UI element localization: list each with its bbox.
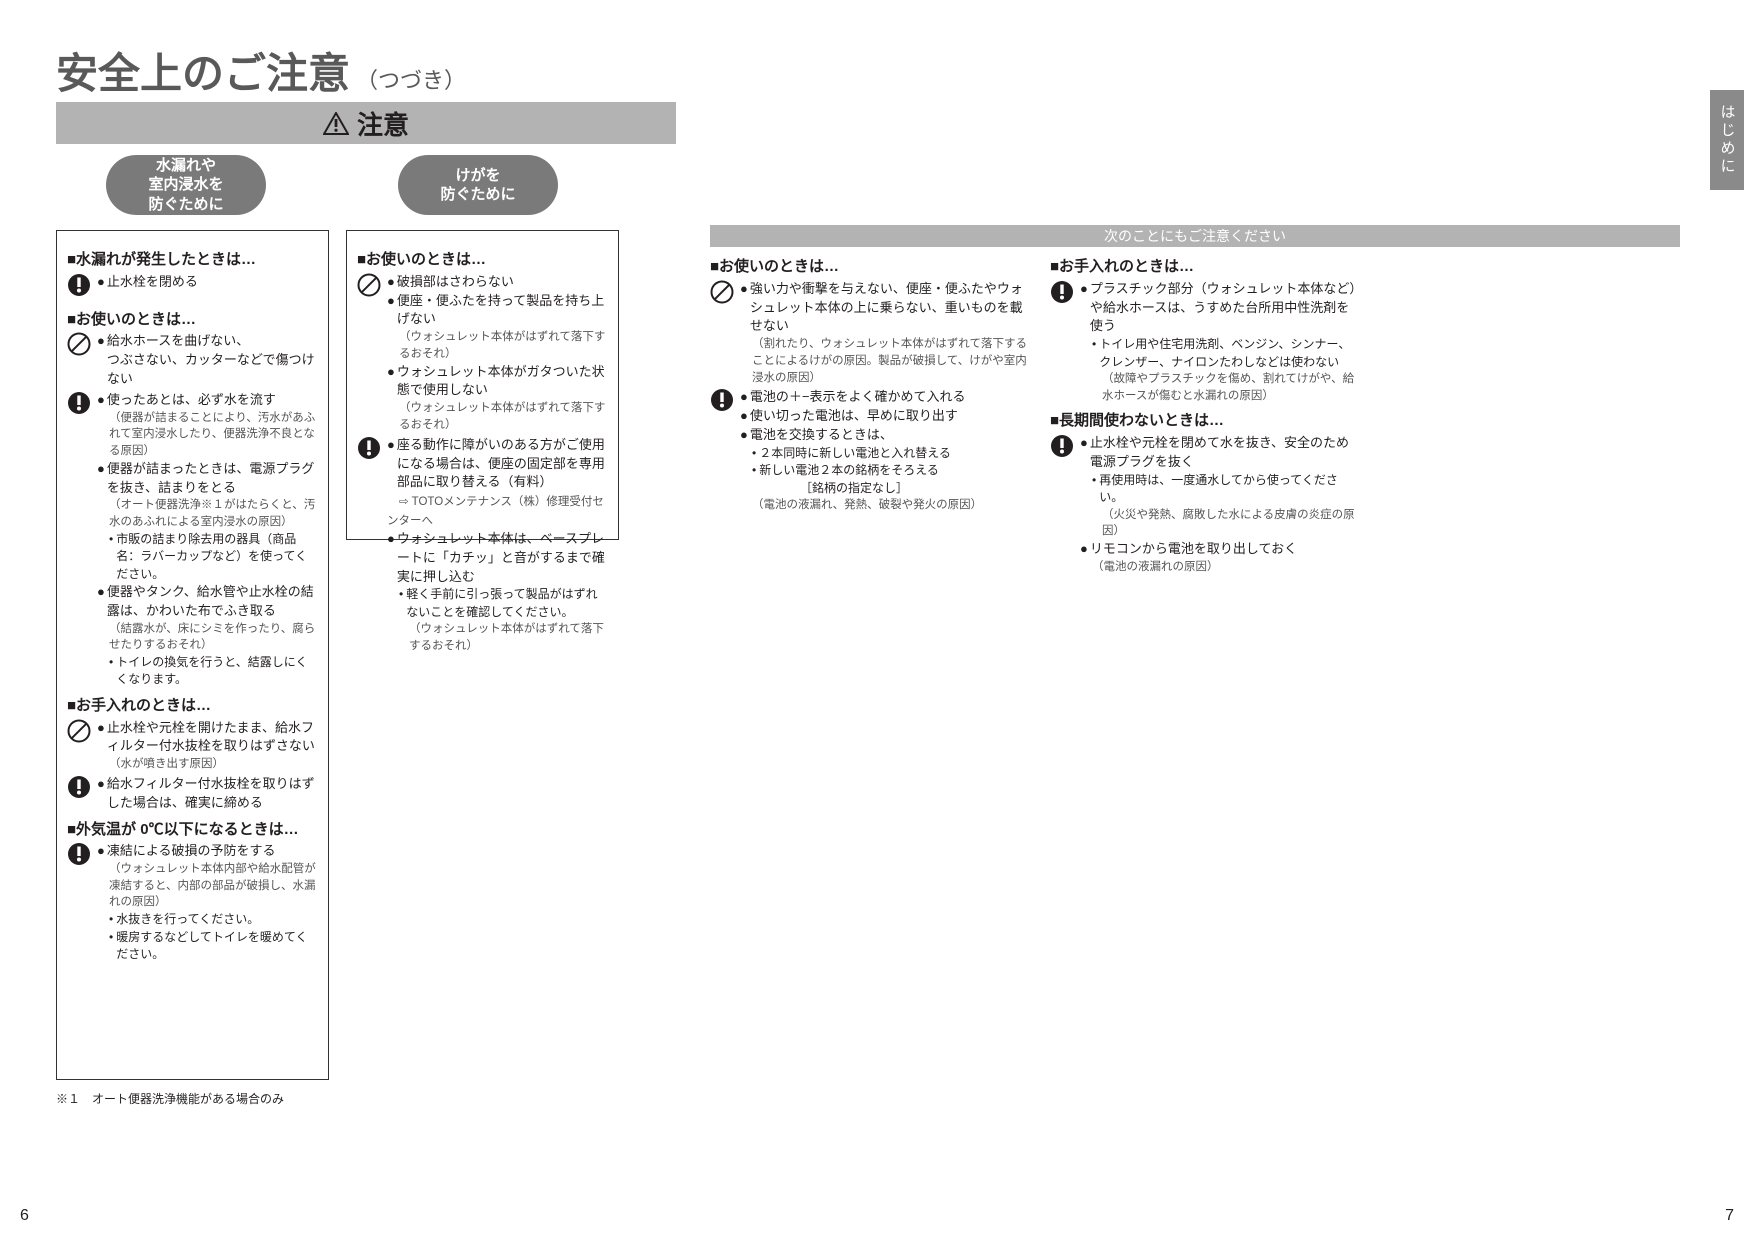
- sub-text: 市販の詰まり除去用の器具（商品名：ラバーカップなど）を使ってください。: [116, 531, 318, 583]
- paren-text: （ウォシュレット本体内部や給水配管が凍結すると、内部の部品が破損し、水漏れの原因…: [97, 861, 318, 911]
- warning-triangle-icon: [323, 112, 349, 135]
- tab-label: はじめに: [1717, 104, 1738, 176]
- item-text: 使ったあとは、必ず水を流す: [107, 391, 276, 410]
- section-heading: ■水漏れが発生したときは…: [67, 249, 318, 271]
- additional-caution-banner: 次のことにもご注意ください: [710, 225, 1680, 247]
- paren-text: （結露水が、床にシミを作ったり、腐らせたりするおそれ）: [97, 621, 318, 654]
- section-heading: ■お使いのときは…: [357, 249, 608, 271]
- exclamation-icon: [1050, 434, 1074, 458]
- sub-text: ２本同時に新しい電池と入れ替える: [759, 445, 951, 462]
- footnote: ※１ オート便器洗浄機能がある場合のみ: [56, 1090, 284, 1107]
- paren-text: （ウォシュレット本体がはずれて落下するおそれ）: [387, 400, 608, 433]
- section-heading: ■お手入れのときは…: [67, 695, 318, 717]
- exclamation-icon: [67, 842, 91, 866]
- item-text: 給水ホースを曲げない、 つぶさない、カッターなどで傷つけない: [107, 332, 318, 389]
- paren-text: （火災や発熱、腐敗した水による皮膚の炎症の原因）: [1080, 507, 1360, 540]
- paren-text: （電池の液漏れ、発熱、破裂や発火の原因）: [740, 497, 1030, 514]
- item-text: プラスチック部分（ウォシュレット本体など）や給水ホースは、うすめた台所用中性洗剤…: [1090, 280, 1360, 337]
- page-number-left: 6: [20, 1207, 29, 1225]
- exclamation-icon: [1050, 280, 1074, 304]
- page-title: 安全上のご注意（つづき）: [56, 40, 466, 101]
- item-text: 給水フィルター付水抜栓を取りはずした場合は、確実に締める: [107, 775, 318, 813]
- section-heading: ■お使いのときは…: [710, 256, 1030, 278]
- warning-box-leak: ■水漏れが発生したときは… ●止水栓を閉める ■お使いのときは… ●給水ホースを…: [56, 230, 329, 1080]
- paren-text: （ウォシュレット本体がはずれて落下するおそれ）: [387, 329, 608, 362]
- paren-text: （オート便器洗浄※１がはたらくと、汚水のあふれによる室内浸水の原因）: [97, 497, 318, 530]
- arrow-text: ⇨ TOTOメンテナンス（株）修理受付センターへ: [387, 496, 604, 527]
- paren-text: （ウォシュレット本体がはずれて落下するおそれ）: [387, 621, 608, 654]
- item-text: 止水栓を閉める: [107, 273, 198, 292]
- item-text: 強い力や衝撃を与えない、便座・便ふたやウォシュレット本体の上に乗らない、重いもの…: [750, 280, 1030, 337]
- item-text: 電池を交換するときは、: [750, 426, 893, 445]
- sub-text: トイレ用や住宅用洗剤、ベンジン、シンナー、クレンザー、ナイロンたわしなどは使わな…: [1099, 336, 1360, 371]
- section-tab: はじめに: [1710, 90, 1744, 190]
- section-heading: ■長期間使わないときは…: [1050, 410, 1360, 432]
- caution-banner: 注意: [56, 102, 676, 144]
- sub-text: 再使用時は、一度通水してから使ってください。: [1099, 472, 1360, 507]
- exclamation-icon: [67, 775, 91, 799]
- paren-text: （故障やプラスチックを傷め、割れてけがや、給水ホースが傷むと水漏れの原因）: [1080, 371, 1360, 404]
- warning-box-injury: ■お使いのときは… ●破損部はさわらない ●便座・便ふたを持って製品を持ち上げな…: [346, 230, 619, 540]
- exclamation-icon: [67, 391, 91, 415]
- prohibit-icon: [67, 332, 91, 356]
- paren-text: （割れたり、ウォシュレット本体がはずれて落下することによるけがの原因。製品が破損…: [740, 336, 1030, 386]
- item-text: 座る動作に障がいのある方がご使用になる場合は、便座の固定部を専用部品に取り替える…: [397, 436, 608, 493]
- sub-text: トイレの換気を行うと、結露しにくくなります。: [116, 654, 318, 689]
- title-main: 安全上のご注意: [56, 50, 350, 97]
- category-pill-leak: 水漏れや 室内浸水を 防ぐために: [106, 155, 266, 215]
- item-text: 便座・便ふたを持って製品を持ち上げない: [397, 292, 608, 330]
- exclamation-icon: [710, 388, 734, 412]
- prohibit-icon: [357, 273, 381, 297]
- sub-text: 新しい電池２本の銘柄をそろえる: [759, 462, 939, 479]
- exclamation-icon: [357, 436, 381, 460]
- bracket-text: ［銘柄の指定なし］: [740, 480, 1030, 497]
- section-heading: ■お使いのときは…: [67, 309, 318, 331]
- item-text: 便器が詰まったときは、電源プラグを抜き、詰まりをとる: [107, 460, 318, 498]
- paren-text: （水が噴き出す原因）: [97, 756, 318, 773]
- additional-col-usage: ■お使いのときは… ●強い力や衝撃を与えない、便座・便ふたやウォシュレット本体の…: [710, 250, 1030, 516]
- prohibit-icon: [710, 280, 734, 304]
- item-text: ウォシュレット本体がガタついた状態で使用しない: [397, 363, 608, 401]
- section-heading: ■外気温が 0℃以下になるときは…: [67, 819, 318, 841]
- paren-text: （電池の液漏れの原因）: [1080, 559, 1360, 576]
- item-text: 凍結による破損の予防をする: [107, 842, 276, 861]
- item-text: 破損部はさわらない: [397, 273, 514, 292]
- page-number-right: 7: [1725, 1207, 1734, 1225]
- exclamation-icon: [67, 273, 91, 297]
- prohibit-icon: [67, 719, 91, 743]
- caution-label: 注意: [357, 105, 409, 142]
- item-text: 止水栓や元栓を開けたまま、給水フィルター付水抜栓を取りはずさない: [107, 719, 318, 757]
- item-text: 便器やタンク、給水管や止水栓の結露は、かわいた布でふき取る: [107, 583, 318, 621]
- category-pill-injury: けがを 防ぐために: [398, 155, 558, 215]
- item-text: 使い切った電池は、早めに取り出す: [750, 407, 958, 426]
- sub-text: 水抜きを行ってください。: [116, 911, 259, 928]
- item-text: 電池の＋−表示をよく確かめて入れる: [750, 388, 966, 407]
- title-cont: （つづき）: [356, 68, 466, 93]
- paren-text: （便器が詰まることにより、汚水があふれて室内浸水したり、便器洗浄不良となる原因）: [97, 410, 318, 460]
- item-text: 止水栓や元栓を閉めて水を抜き、安全のため電源プラグを抜く: [1090, 434, 1360, 472]
- section-heading: ■お手入れのときは…: [1050, 256, 1360, 278]
- item-text: リモコンから電池を取り出しておく: [1090, 540, 1297, 559]
- sub-text: 軽く手前に引っ張って製品がはずれないことを確認してください。: [406, 586, 608, 621]
- sub-text: 暖房するなどしてトイレを暖めてください。: [116, 929, 318, 964]
- item-text: ウォシュレット本体は、ベースプレートに「カチッ」と音がするまで確実に押し込む: [397, 530, 608, 587]
- additional-col-maintenance: ■お手入れのときは… ●プラスチック部分（ウォシュレット本体など）や給水ホースは…: [1050, 250, 1360, 577]
